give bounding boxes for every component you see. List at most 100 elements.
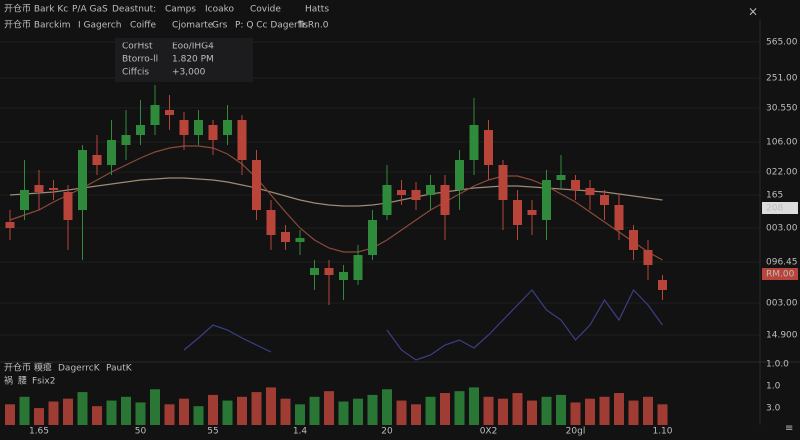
volume-axis-label: 1.0 bbox=[766, 382, 781, 392]
volume-bar bbox=[353, 398, 363, 425]
volume-bar bbox=[411, 404, 421, 425]
volume-bar bbox=[193, 406, 204, 425]
volume-label: 祸 bbox=[4, 375, 13, 387]
candle-body bbox=[455, 160, 464, 190]
candle-body bbox=[643, 250, 653, 265]
candle-body bbox=[150, 105, 160, 125]
volume-bar bbox=[150, 389, 160, 425]
volume-bar bbox=[106, 400, 117, 425]
volume-bar bbox=[483, 396, 494, 425]
volume-axis-label: 3.0 bbox=[766, 404, 781, 414]
legend-item: Cjomarte bbox=[172, 21, 214, 31]
indicator-line bbox=[183, 324, 272, 353]
candle-body bbox=[266, 210, 276, 235]
candle-body bbox=[295, 238, 305, 242]
toolbar-item[interactable]: Covide bbox=[250, 5, 281, 15]
volume-bar bbox=[251, 392, 262, 425]
legend-item: Grs bbox=[212, 21, 228, 31]
candle-body bbox=[78, 150, 87, 210]
candle-body bbox=[556, 175, 566, 180]
y-tick-label: 022.00 bbox=[766, 168, 798, 178]
y-tick-label: 165 bbox=[766, 191, 783, 201]
tooltip-text: 1.820 PM bbox=[172, 55, 214, 65]
candle-body bbox=[426, 185, 435, 195]
volume-label: Fsix2 bbox=[32, 377, 55, 387]
volume-bar bbox=[556, 394, 566, 425]
candle-body bbox=[469, 125, 479, 160]
candle-body bbox=[440, 185, 450, 215]
volume-bar bbox=[324, 391, 334, 425]
volume-bar bbox=[237, 396, 247, 425]
candle-body bbox=[629, 230, 638, 250]
volume-bar bbox=[469, 387, 479, 425]
tooltip-text: Ciffcis bbox=[122, 68, 149, 78]
toolbar-item[interactable]: P/A GaS bbox=[72, 5, 108, 15]
candle-body bbox=[107, 140, 116, 165]
x-tick-label: 1.10 bbox=[652, 427, 672, 437]
y-tick-label: 003.00 bbox=[766, 224, 798, 234]
candle-body bbox=[339, 272, 348, 280]
volume-label: 腰 bbox=[18, 376, 27, 387]
volume-bar bbox=[396, 400, 407, 425]
candle-body bbox=[281, 232, 290, 242]
volume-bar bbox=[498, 398, 508, 425]
settings-icon[interactable]: ≡ bbox=[785, 423, 793, 434]
candle-body bbox=[179, 120, 189, 135]
x-tick-label: 20 bbox=[381, 427, 393, 437]
candle-body bbox=[63, 192, 73, 220]
volume-bar bbox=[570, 402, 581, 425]
volume-bar bbox=[77, 392, 88, 425]
candle-body bbox=[542, 180, 551, 220]
volume-bar bbox=[164, 404, 175, 425]
volume-bar bbox=[440, 393, 450, 425]
close-icon[interactable]: × bbox=[748, 5, 758, 19]
volume-bar bbox=[121, 396, 131, 425]
volume-bar bbox=[208, 394, 218, 425]
candle-body bbox=[49, 188, 58, 190]
volume-bar bbox=[280, 398, 291, 425]
volume-bar bbox=[338, 401, 349, 425]
indicator-line bbox=[9, 145, 663, 261]
toolbar-item[interactable]: Hatts bbox=[305, 5, 329, 15]
volume-bar bbox=[266, 387, 276, 425]
candle-body bbox=[252, 160, 261, 210]
legend-item: Tr.Rn.0 bbox=[297, 21, 329, 31]
volume-legend: PautK bbox=[106, 364, 133, 374]
volume-bar bbox=[643, 396, 653, 425]
volume-bar bbox=[382, 389, 392, 425]
candle-body bbox=[658, 280, 667, 290]
y-tick-label: 565.00 bbox=[766, 38, 798, 48]
toolbar-item[interactable]: Camps bbox=[165, 5, 196, 15]
candle-body bbox=[600, 195, 609, 205]
volume-bar bbox=[599, 396, 610, 425]
volume-bar bbox=[19, 396, 30, 425]
legend-item: Coiffe bbox=[130, 21, 156, 31]
candle-body bbox=[194, 120, 203, 135]
toolbar-item[interactable]: Icoako bbox=[205, 5, 235, 15]
volume-bar bbox=[367, 394, 378, 425]
price-badge bbox=[762, 202, 798, 214]
volume-bar bbox=[63, 398, 73, 425]
candle-body bbox=[498, 165, 508, 200]
toolbar-item[interactable]: 开仓币 Bark Kc bbox=[4, 3, 68, 15]
candle-body bbox=[34, 185, 44, 192]
volume-bar bbox=[585, 398, 595, 425]
candle-body bbox=[310, 268, 319, 275]
toolbar-item[interactable]: Deastnut: bbox=[112, 5, 156, 15]
candle-body bbox=[368, 220, 377, 255]
x-tick-label: 1.4 bbox=[293, 427, 308, 437]
legend-item: I Gagerch bbox=[78, 21, 121, 31]
volume-bar bbox=[541, 396, 552, 425]
candle-body bbox=[527, 210, 537, 215]
price-badge-label: 208 bbox=[766, 204, 783, 214]
candle-body bbox=[397, 190, 406, 195]
legend-item: P: Q Cc Dagerfis bbox=[235, 21, 308, 31]
candle-body bbox=[484, 130, 493, 165]
volume-bar bbox=[657, 404, 668, 425]
tooltip-text: CorHst bbox=[122, 42, 153, 52]
candle-body bbox=[353, 255, 363, 280]
y-tick-label: 14.900 bbox=[766, 331, 798, 341]
volume-bar bbox=[512, 393, 523, 425]
tooltip-text: Eoo/IHG4 bbox=[172, 42, 214, 52]
x-tick-label: 20gl bbox=[566, 427, 586, 437]
